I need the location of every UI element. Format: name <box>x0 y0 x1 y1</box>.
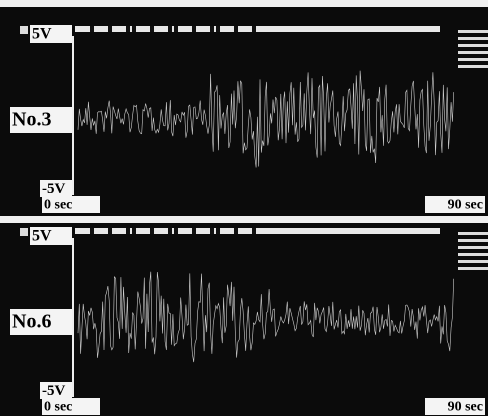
label-box <box>30 25 72 43</box>
toolbar-gap <box>234 26 238 32</box>
label: No.3 <box>12 109 51 131</box>
toolbar-gap <box>90 228 94 234</box>
toolbar-gap <box>108 228 112 234</box>
toolbar-gap <box>126 228 130 234</box>
label: 90 sec <box>448 198 483 213</box>
corner-mark <box>20 26 28 34</box>
toolbar-gap <box>126 26 130 32</box>
label: 90 sec <box>448 400 483 415</box>
toolbar-gap <box>252 26 256 32</box>
label-box <box>40 180 72 197</box>
side-stripe <box>458 65 488 68</box>
label: -5V <box>42 181 65 197</box>
toolbar-gap <box>210 228 214 234</box>
toolbar-gap <box>132 228 136 234</box>
side-stripe <box>458 267 488 270</box>
label: No.6 <box>12 311 51 333</box>
label: 5V <box>32 26 52 43</box>
label-box <box>42 398 100 415</box>
top-strip <box>0 216 488 223</box>
side-stripe <box>458 232 488 235</box>
toolbar-gap <box>252 228 256 234</box>
toolbar-gap <box>174 228 178 234</box>
toolbar-gap <box>216 26 220 32</box>
label-box <box>10 107 72 133</box>
waveform <box>77 70 454 168</box>
toolbar-gap <box>216 228 220 234</box>
label: -5V <box>42 383 65 399</box>
top-strip <box>0 0 488 7</box>
toolbar-gap <box>150 228 154 234</box>
label: 0 sec <box>44 198 72 213</box>
label-box <box>425 196 485 213</box>
label-box <box>40 382 72 399</box>
side-stripe <box>458 44 488 47</box>
toolbar-gap <box>132 26 136 32</box>
label-box <box>42 196 100 213</box>
side-stripe <box>458 58 488 61</box>
toolbar-gap <box>174 26 178 32</box>
side-stripe <box>458 260 488 263</box>
toolbar <box>75 26 440 32</box>
side-stripe <box>458 246 488 249</box>
corner-mark <box>20 228 28 236</box>
toolbar-gap <box>90 26 94 32</box>
label: 5V <box>32 228 52 245</box>
toolbar-gap <box>210 26 214 32</box>
side-stripe <box>458 51 488 54</box>
toolbar <box>75 228 440 234</box>
side-stripe <box>458 37 488 40</box>
toolbar-gap <box>168 26 172 32</box>
toolbar-gap <box>234 228 238 234</box>
toolbar-gap <box>192 228 196 234</box>
label-box <box>10 309 72 335</box>
label: 0 sec <box>44 400 72 415</box>
side-stripe <box>458 239 488 242</box>
side-stripe <box>458 30 488 33</box>
label-box <box>30 227 72 245</box>
side-stripe <box>458 253 488 256</box>
toolbar-gap <box>108 26 112 32</box>
waveform <box>77 271 454 363</box>
toolbar-gap <box>192 26 196 32</box>
toolbar-gap <box>150 26 154 32</box>
label-box <box>425 398 485 415</box>
toolbar-gap <box>168 228 172 234</box>
